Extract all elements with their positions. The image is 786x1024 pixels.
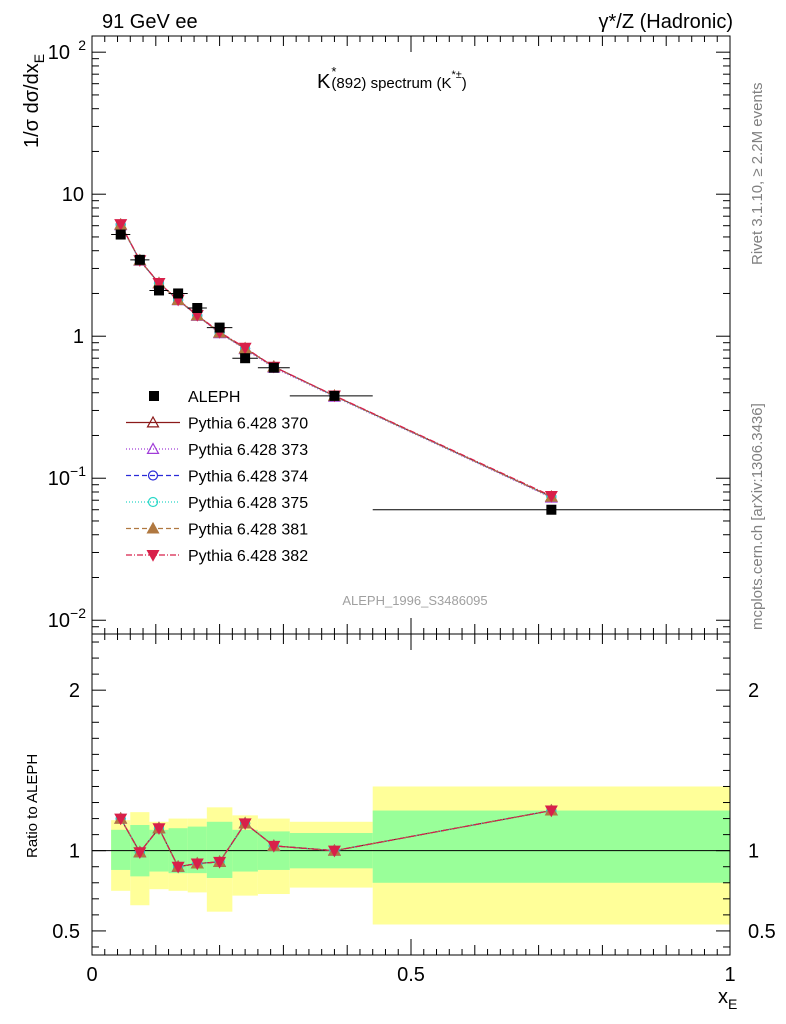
legend-marker — [146, 521, 160, 534]
ratio-marker — [171, 861, 185, 874]
legend-marker — [146, 415, 160, 428]
mc-line — [120, 224, 552, 498]
ratio-y-tick-label-right: 1 — [748, 841, 759, 863]
ratio-y-tick-label-left: 1 — [69, 841, 80, 863]
data-point — [546, 504, 557, 515]
mc-marker — [114, 219, 128, 231]
header-left: 91 GeV ee — [102, 11, 198, 33]
legend-label: Pythia 6.428 373 — [188, 442, 308, 459]
ratio-marker — [213, 856, 227, 869]
ratio-y-tick-label-right: 2 — [748, 680, 759, 702]
ratio-y-tick-label-right: 0.5 — [748, 921, 776, 943]
data-point — [153, 285, 164, 296]
data-point — [214, 322, 225, 333]
data-point — [173, 288, 184, 299]
ratio-panel: 0 0.5 1 0.5 0.5 1 1 2 2 Ratio to ALEPH xE — [24, 633, 776, 1012]
mc-line — [120, 224, 552, 499]
x-tick-label: 0 — [86, 964, 97, 986]
y-tick-label: 10 — [48, 42, 70, 64]
header-right: γ*/Z (Hadronic) — [599, 11, 733, 33]
main-frame — [91, 35, 731, 635]
data-point — [268, 362, 279, 373]
ratio-line — [120, 809, 552, 868]
x-tick-label: 1 — [724, 964, 735, 986]
ratio-band-inner — [111, 829, 131, 870]
data-point — [240, 353, 251, 364]
mc-line — [120, 224, 552, 498]
y-tick-exponent: 2 — [78, 37, 86, 53]
ratio-y-tick-label-left: 2 — [69, 680, 80, 702]
main-y-axis-label: 1/σ dσ/dxE — [21, 54, 47, 148]
mc-marker — [544, 490, 558, 503]
ratio-series-group — [114, 803, 558, 874]
legend-marker — [146, 549, 160, 562]
legend-label: ALEPH — [188, 389, 240, 406]
y-tick-label: 10 — [48, 610, 70, 632]
ratio-bands-group — [111, 786, 730, 925]
ratio-marker — [238, 818, 252, 831]
x-tick-label: 0.5 — [397, 964, 425, 986]
main-data-group — [111, 229, 730, 515]
legend-marker — [149, 391, 159, 401]
ratio-marker — [190, 858, 204, 871]
legend: ALEPH Pythia 6.428 370 Pythia 6.428 373 Pyt… — [126, 389, 308, 565]
y-tick-label: 1 — [73, 326, 84, 348]
mcplots-credit-label: mcplots.cern.ch [arXiv:1306.3436] — [749, 403, 766, 630]
ratio-marker — [544, 805, 558, 818]
legend-marker — [146, 442, 160, 454]
y-tick-exponent: −1 — [70, 463, 86, 479]
legend-label: Pythia 6.428 382 — [188, 548, 308, 565]
mc-line — [120, 224, 552, 498]
legend-label: Pythia 6.428 374 — [188, 469, 308, 486]
legend-label: Pythia 6.428 370 — [188, 416, 308, 433]
data-point — [192, 302, 203, 313]
ratio-band-inner — [372, 810, 730, 883]
y-tick-exponent: −2 — [70, 605, 86, 621]
y-tick-label: 10 — [48, 468, 70, 490]
mc-line — [120, 224, 552, 498]
y-tick-label: 10 — [62, 184, 84, 206]
legend-marker — [147, 470, 159, 481]
ratio-marker — [114, 813, 128, 826]
legend-label: Pythia 6.428 375 — [188, 495, 308, 512]
data-point — [329, 390, 340, 401]
ratio-y-tick-label-left: 0.5 — [52, 921, 80, 943]
mc-line — [120, 223, 552, 497]
ratio-marker — [133, 847, 147, 860]
analysis-watermark: ALEPH_1996_S3486095 — [342, 593, 487, 608]
data-point — [115, 229, 126, 240]
ratio-marker — [152, 823, 166, 835]
chart-title: K* (892) spectrum (K*±) — [317, 64, 467, 93]
ratio-marker — [267, 840, 281, 853]
legend-marker — [147, 496, 159, 508]
x-axis-label: xE — [718, 986, 737, 1012]
data-point — [134, 254, 145, 265]
ratio-marker — [327, 845, 341, 858]
rivet-version-label: Rivet 3.1.10, ≥ 2.2M events — [749, 83, 766, 266]
ratio-band-inner — [206, 821, 233, 878]
mc-marker — [238, 342, 252, 355]
legend-label: Pythia 6.428 381 — [188, 522, 308, 539]
ratio-y-axis-label: Ratio to ALEPH — [24, 754, 41, 858]
main-series-group — [114, 217, 558, 503]
ratio-axis-ticks: 0 0.5 1 0.5 0.5 1 1 2 2 — [52, 634, 776, 986]
mc-marker — [152, 277, 166, 290]
